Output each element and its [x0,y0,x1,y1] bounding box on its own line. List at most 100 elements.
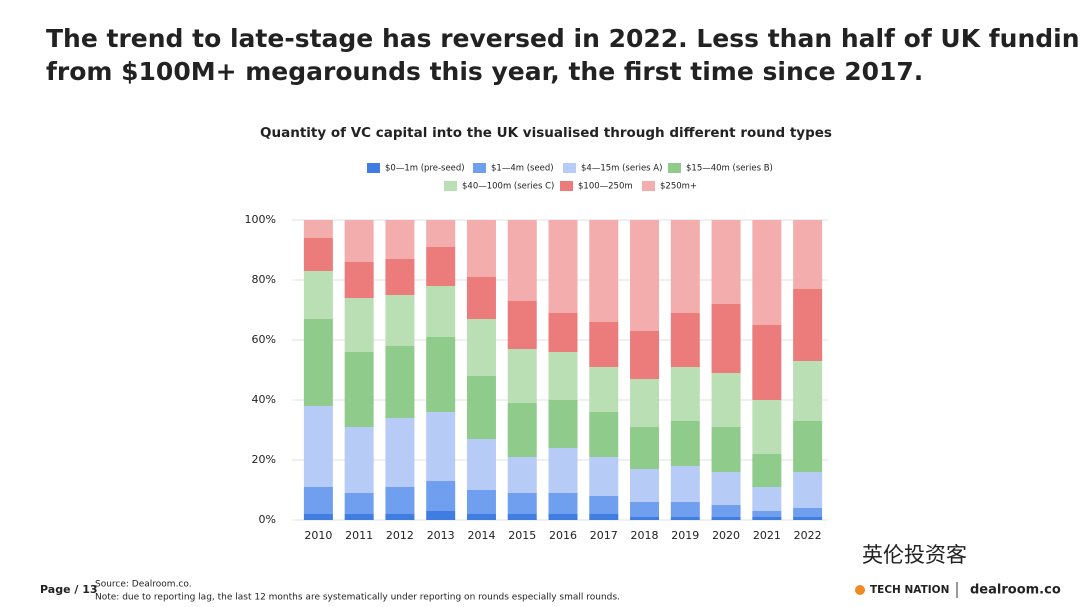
bar-segment [548,313,578,352]
bar-segment [589,457,619,496]
bar-segment [426,481,456,511]
logo: TECH NATION [870,584,949,596]
x-tick-label: 2012 [386,529,414,542]
legend-label: $100—250m [578,182,633,192]
bar-segment [793,517,823,520]
bar-segment [670,466,700,502]
bar-segment [426,220,456,247]
bar-segment [589,367,619,412]
bar-segment [711,220,741,304]
bar-segment [426,337,456,412]
note: Note: due to reporting lag, the last 12 … [95,593,620,603]
bar-segment [548,400,578,448]
bar-segment [670,313,700,367]
bar-segment [344,514,374,520]
bar-segment [507,403,537,457]
bar-segment [752,487,782,511]
bar-segment [303,406,333,487]
bar-segment [466,490,496,514]
bar-segment [548,448,578,493]
x-tick-label: 2011 [345,529,373,542]
bar-segment [670,421,700,466]
bar-segment [344,298,374,352]
bar-segment [303,487,333,514]
x-tick-label: 2020 [712,529,740,542]
bar-segment [793,421,823,472]
y-tick-label: 0% [259,513,276,526]
y-tick-label: 80% [252,273,276,286]
legend-swatch [642,181,655,191]
x-tick-label: 2010 [304,529,332,542]
bar-segment [466,277,496,319]
y-tick-label: 20% [252,453,276,466]
y-tick-label: 40% [252,393,276,406]
x-tick-label: 2019 [671,529,699,542]
x-tick-label: 2016 [549,529,577,542]
bar-segment [303,514,333,520]
bar-segment [630,379,660,427]
bar-segment [426,247,456,286]
bar-segment [344,220,374,262]
bar-segment [385,295,415,346]
x-tick-label: 2018 [631,529,659,542]
bar-segment [589,514,619,520]
bar-segment [630,220,660,331]
bar-segment [630,517,660,520]
bar-segment [670,502,700,517]
bar-segment [507,349,537,403]
bar-segment [344,427,374,493]
bar-segment [385,418,415,487]
bar-segment [303,238,333,271]
legend-swatch [444,181,457,191]
bar-segment [752,325,782,400]
legend-swatch [668,163,681,173]
x-tick-label: 2013 [427,529,455,542]
logo: dealroom.co [970,583,1061,598]
bar-segment [752,454,782,487]
bar-segment [466,376,496,439]
bar-segment [385,514,415,520]
bar-segment [385,259,415,295]
watermark: 英伦投资客 [862,543,967,567]
x-tick-label: 2014 [467,529,495,542]
legend-swatch [473,163,486,173]
legend-label: $0—1m (pre-seed) [385,164,465,174]
bar-segment [630,469,660,502]
bar-segment [630,427,660,469]
bar-segment [793,508,823,517]
bar-segment [548,493,578,514]
legend-swatch [367,163,380,173]
headline: The trend to late-stage has reversed in … [46,24,1080,53]
x-tick-label: 2017 [590,529,618,542]
bar-segment [507,493,537,514]
bar-segment [507,514,537,520]
bar-segment [793,472,823,508]
bar-segment [793,289,823,361]
legend-swatch [560,181,573,191]
bar-segment [711,472,741,505]
y-tick-label: 100% [245,213,276,226]
bar-segment [630,331,660,379]
bar-segment [793,361,823,421]
headline: from $100M+ megarounds this year, the fi… [46,57,923,86]
bar-segment [466,514,496,520]
bar-segment [303,319,333,406]
bar-segment [466,220,496,277]
legend-label: $250m+ [660,182,697,192]
bar-segment [670,220,700,313]
bar-segment [344,352,374,427]
bar-segment [589,322,619,367]
legend-label: $40—100m (series C) [462,182,554,192]
legend-label: $1—4m (seed) [491,164,554,174]
x-tick-label: 2022 [794,529,822,542]
x-tick-label: 2021 [753,529,781,542]
bar-segment [426,286,456,337]
bar-segment [752,517,782,520]
bar-segment [711,517,741,520]
bar-segment [752,220,782,325]
bar-segment [385,220,415,259]
bar-segment [507,301,537,349]
bar-segment [793,220,823,289]
legend-label: $4—15m (series A) [581,164,662,174]
bar-segment [670,367,700,421]
